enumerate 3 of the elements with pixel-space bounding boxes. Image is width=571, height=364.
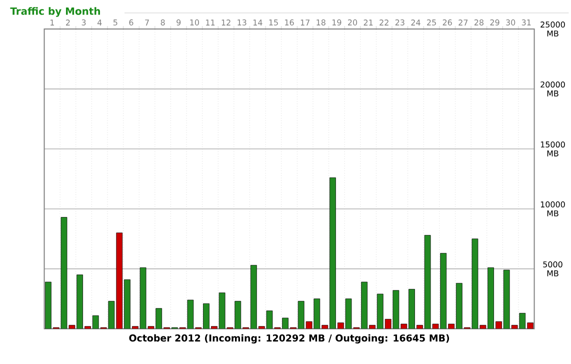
chart-title: Traffic by Month [10,7,100,18]
bar [116,232,123,329]
x-axis-title: October 2012 (Incoming: 120292 MB / Outgoing: 16645 MB) [129,334,450,344]
